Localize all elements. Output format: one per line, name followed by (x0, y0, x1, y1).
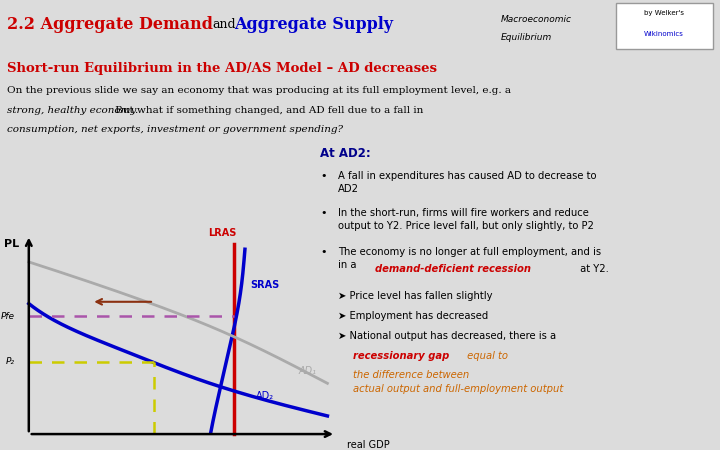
Text: AD₁: AD₁ (299, 366, 317, 376)
Text: Equilibrium: Equilibrium (500, 33, 552, 42)
Text: 2.2 Aggregate Demand: 2.2 Aggregate Demand (7, 16, 213, 33)
Text: the difference between
actual output and full-employment output: the difference between actual output and… (353, 370, 563, 394)
Text: Wikinomics: Wikinomics (644, 31, 684, 36)
Text: On the previous slide we say an economy that was producing at its full employmen: On the previous slide we say an economy … (7, 86, 511, 94)
Text: recessionary gap: recessionary gap (353, 351, 449, 361)
Text: In the short-run, firms will fire workers and reduce
output to Y2. Price level f: In the short-run, firms will fire worker… (338, 208, 594, 231)
Text: ➤ Price level has fallen slightly: ➤ Price level has fallen slightly (338, 291, 493, 301)
Text: At AD2:: At AD2: (320, 147, 371, 160)
Text: PL: PL (4, 239, 19, 249)
Text: A fall in expenditures has caused AD to decrease to
AD2: A fall in expenditures has caused AD to … (338, 171, 597, 194)
Text: demand-deficient recession: demand-deficient recession (375, 264, 531, 274)
Text: •: • (320, 208, 327, 218)
Text: real GDP: real GDP (347, 440, 390, 450)
Text: AD₂: AD₂ (256, 391, 274, 401)
Text: at Y2.: at Y2. (577, 264, 608, 274)
Text: But what if something changed, and AD fell due to a fall in: But what if something changed, and AD fe… (112, 105, 423, 114)
Text: strong, healthy economy.: strong, healthy economy. (7, 105, 138, 114)
Text: LRAS: LRAS (208, 228, 236, 238)
Text: equal to: equal to (464, 351, 511, 361)
Text: •: • (320, 247, 327, 257)
Text: •: • (320, 171, 327, 181)
Bar (616, 3, 713, 49)
Text: P₂: P₂ (6, 357, 14, 366)
Text: Macroeconomic: Macroeconomic (500, 15, 572, 24)
Text: The economy is no longer at full employment, and is
in a: The economy is no longer at full employm… (338, 247, 601, 270)
Text: Pfe: Pfe (1, 312, 14, 321)
Text: and: and (212, 18, 236, 32)
Text: ➤ National output has decreased, there is a: ➤ National output has decreased, there i… (338, 330, 557, 341)
Text: Aggregate Supply: Aggregate Supply (234, 16, 393, 33)
Text: Short-run Equilibrium in the AD/AS Model – AD decreases: Short-run Equilibrium in the AD/AS Model… (7, 62, 437, 75)
Text: by Welker's: by Welker's (644, 10, 684, 16)
Text: ➤ Employment has decreased: ➤ Employment has decreased (338, 310, 489, 320)
Text: SRAS: SRAS (251, 280, 280, 291)
Text: consumption, net exports, investment or government spending?: consumption, net exports, investment or … (7, 126, 343, 135)
